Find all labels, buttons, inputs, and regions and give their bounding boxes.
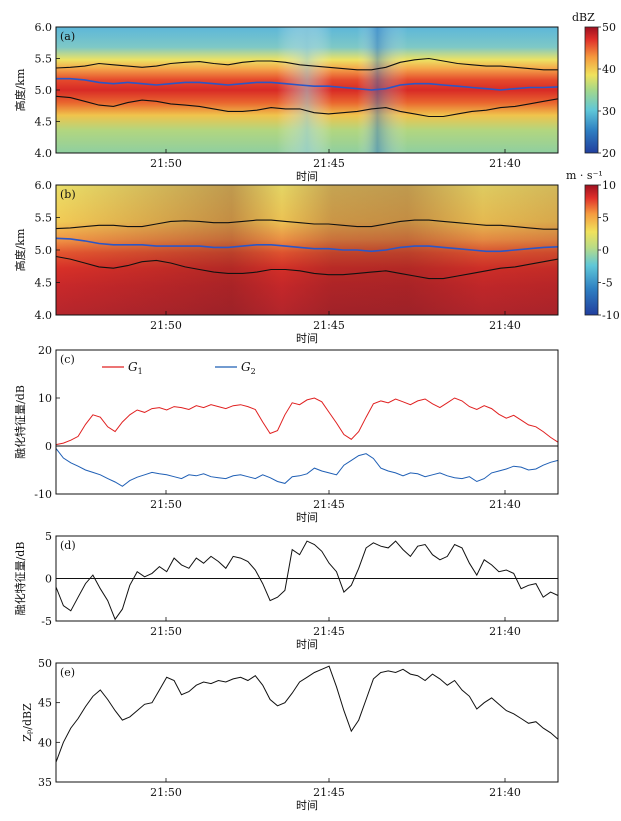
colorbar-unit: dBZ <box>572 11 595 24</box>
series-line-g2 <box>55 448 559 487</box>
legend-label: G2 <box>241 360 256 376</box>
contour-line-1 <box>55 57 558 71</box>
y-axis-label: 融化特征量/dB <box>13 385 27 459</box>
y-tick-label: 0 <box>45 573 52 586</box>
contour-line-1 <box>55 219 558 230</box>
heatmap-texture <box>56 185 558 315</box>
colorbar-tick-label: 0 <box>602 244 609 257</box>
x-tick-label: 21:50 <box>150 157 182 170</box>
panel-d: -5 0 5 21:50 21:45 21:40 时间 融化特征量/dB (d) <box>13 530 559 651</box>
colorbar-tick-label: 40 <box>602 63 616 76</box>
colorbar <box>584 26 599 154</box>
y-tick-label: 6.0 <box>35 179 53 192</box>
contour-line-3 <box>55 95 559 118</box>
x-tick-label: 21:50 <box>150 498 182 511</box>
colorbar-tick-label: 30 <box>602 105 616 118</box>
y-tick-label: 4.0 <box>35 309 53 322</box>
colorbar-tick-label: -5 <box>602 277 613 290</box>
x-axis-label: 时间 <box>296 170 318 183</box>
x-tick-label: 21:45 <box>313 786 345 799</box>
colorbar-tick-label: 20 <box>602 147 616 160</box>
x-tick-label: 21:45 <box>313 157 345 170</box>
panel-label: (c) <box>60 353 75 366</box>
x-tick-label: 21:40 <box>489 498 521 511</box>
y-tick-label: -5 <box>41 615 52 628</box>
contour-line-2 <box>56 77 559 91</box>
colorbar-unit: m · s⁻¹ <box>566 169 603 182</box>
y-tick-label: 5.5 <box>35 212 53 225</box>
x-tick-label: 21:40 <box>489 625 521 638</box>
panel-label: (e) <box>60 666 75 679</box>
panel-label: (a) <box>60 30 75 43</box>
y-axis-label: 高度/km <box>13 68 27 111</box>
x-tick-label: 21:40 <box>489 319 521 332</box>
panel-b: -10 -5 0 5 10m · s⁻¹ 4.0 4.5 5.0 5.5 6.0 21:50 21:4… <box>13 169 620 345</box>
panel-a: 20 30 40 50 dBZ 4.0 4.5 5.0 5.5 6.0 21:50 21:45 21:4… <box>13 11 616 183</box>
panel-c: G1 G2 -10 0 10 20 21:50 21:45 21:40 时间 融化特征量/dB (c) <box>13 344 559 524</box>
colorbar <box>584 184 599 316</box>
x-axis-label: 时间 <box>296 332 318 345</box>
series-line-g1-g2 <box>55 540 559 621</box>
panel-label: (d) <box>60 539 76 552</box>
colorbar-tick-label: 10 <box>602 179 616 192</box>
y-tick-label: 5.0 <box>35 244 53 257</box>
y-tick-label: 5.5 <box>35 53 53 66</box>
contour-line-2 <box>55 237 559 253</box>
x-axis-label: 时间 <box>296 799 318 812</box>
axes-frame <box>55 662 559 783</box>
heatmap-texture <box>56 27 558 153</box>
contour-line-3 <box>55 255 559 280</box>
y-axis-label: 高度/km <box>13 228 27 271</box>
colorbar-tick-label: 50 <box>602 21 616 34</box>
y-tick-label: 0 <box>45 440 52 453</box>
x-tick-label: 21:40 <box>489 786 521 799</box>
panel-label: (b) <box>60 188 76 201</box>
y-tick-label: 4.0 <box>35 147 53 160</box>
y-axis-label: Zₚ/dBZ <box>21 703 34 742</box>
y-tick-label: 5.0 <box>35 84 53 97</box>
axes-frame <box>55 349 559 495</box>
x-axis-label: 时间 <box>296 638 318 651</box>
x-axis-label: 时间 <box>296 511 318 524</box>
x-tick-label: 21:45 <box>313 319 345 332</box>
series-line-g1 <box>55 397 559 446</box>
y-tick-label: 6.0 <box>35 21 53 34</box>
y-tick-label: 35 <box>38 776 52 789</box>
y-tick-label: 45 <box>38 697 52 710</box>
x-tick-label: 21:50 <box>150 625 182 638</box>
y-tick-label: 10 <box>38 392 52 405</box>
series-line-zp <box>55 665 559 763</box>
x-tick-label: 21:50 <box>150 786 182 799</box>
y-tick-label: -10 <box>34 488 52 501</box>
x-tick-label: 21:45 <box>313 625 345 638</box>
colorbar-tick-label: 5 <box>602 212 609 225</box>
y-tick-label: 20 <box>38 344 52 357</box>
x-tick-label: 21:50 <box>150 319 182 332</box>
y-tick-label: 4.5 <box>35 277 53 290</box>
x-tick-label: 21:40 <box>489 157 521 170</box>
x-tick-label: 21:45 <box>313 498 345 511</box>
y-tick-label: 5 <box>45 530 52 543</box>
y-axis-label: 融化特征量/dB <box>13 542 27 616</box>
panel-e: 35 40 45 50 21:50 21:45 21:40 时间 Zₚ/dBZ (e) <box>21 657 559 812</box>
y-tick-label: 4.5 <box>35 116 53 129</box>
y-tick-label: 50 <box>38 657 52 670</box>
y-tick-label: 40 <box>38 736 52 749</box>
legend-label: G1 <box>128 360 143 376</box>
colorbar-tick-label: -10 <box>602 309 620 322</box>
